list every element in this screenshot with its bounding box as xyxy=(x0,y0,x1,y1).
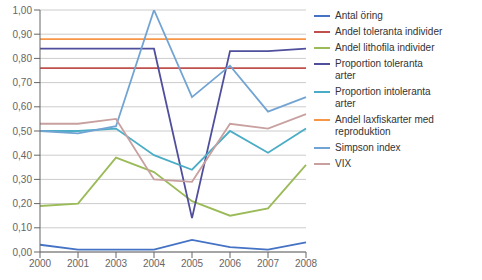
svg-text:2006: 2006 xyxy=(219,258,242,269)
html-text:Andel toleranta individer: Andel toleranta individer xyxy=(335,26,443,37)
svg-text:0,20: 0,20 xyxy=(13,198,33,209)
html-text:Antal öring: Antal öring xyxy=(335,10,383,21)
svg-text:0,70: 0,70 xyxy=(13,77,33,88)
svg-text:0,50: 0,50 xyxy=(13,126,33,137)
html-text:VIX: VIX xyxy=(335,158,352,169)
svg-text:2005: 2005 xyxy=(181,258,204,269)
svg-text:2000: 2000 xyxy=(29,258,52,269)
svg-text:1,00: 1,00 xyxy=(13,5,33,16)
svg-text:2007: 2007 xyxy=(257,258,280,269)
svg-text:0,30: 0,30 xyxy=(13,174,33,185)
html-text:Proportion toleranta arter: Proportion toleranta arter xyxy=(335,58,423,81)
svg-text:2008: 2008 xyxy=(295,258,318,269)
svg-text:0,60: 0,60 xyxy=(13,101,33,112)
svg-text:0,40: 0,40 xyxy=(13,150,33,161)
html-text:Andel lithofila individer: Andel lithofila individer xyxy=(335,42,435,53)
html-text:Andel laxfiskarter med reprodu: Andel laxfiskarter med reproduktion xyxy=(335,114,434,137)
svg-text:0,10: 0,10 xyxy=(13,222,33,233)
svg-text:2003: 2003 xyxy=(105,258,128,269)
svg-text:0,90: 0,90 xyxy=(13,29,33,40)
svg-text:0,00: 0,00 xyxy=(13,247,33,258)
svg-text:2001: 2001 xyxy=(67,258,90,269)
html-text:Simpson index: Simpson index xyxy=(335,142,401,153)
html-text:Proportion intoleranta arter: Proportion intoleranta arter xyxy=(335,86,431,109)
svg-text:2004: 2004 xyxy=(143,258,166,269)
svg-text:0,80: 0,80 xyxy=(13,53,33,64)
